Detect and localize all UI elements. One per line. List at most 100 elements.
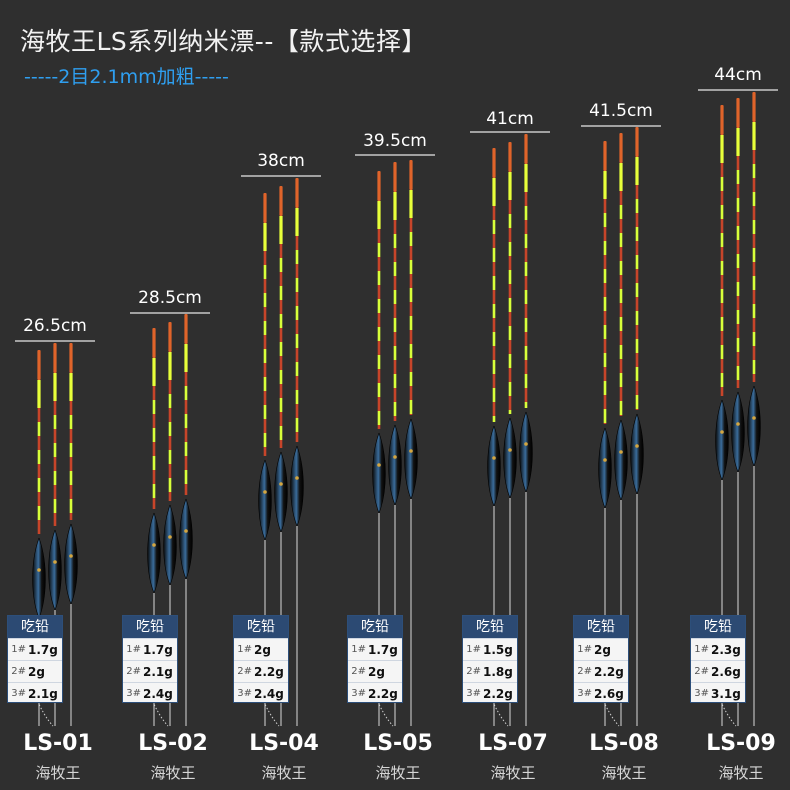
slot-label: 1# [466,644,481,655]
float-antenna-band [508,410,512,414]
float-tip [752,122,756,150]
float-antenna-band [168,450,172,464]
float-antenna-band [152,442,156,456]
float-antenna-band [279,412,283,426]
float-antenna-band [184,470,188,484]
weight-table: 吃铅 1# 1.7g 2# 2.1g 3# 2.4g [122,615,178,703]
float-antenna-band [409,414,413,415]
float-antenna-band [295,292,299,306]
float-body [32,537,46,619]
float-antenna-band [184,372,188,386]
page-subtitle: -----2目2.1mm加粗----- [24,66,229,88]
float-antenna-band [492,234,496,248]
slot-label: 2# [11,666,26,677]
float-antenna-band [279,314,283,328]
float-antenna-band [508,256,512,270]
weight-row: 3# 2.2g [348,682,402,704]
float-antenna-band [635,297,639,311]
float-antenna-band [752,206,756,220]
float-body [503,417,517,499]
float-antenna-band [736,352,740,366]
float-antenna-band [603,255,607,269]
float-logo [635,444,639,448]
float-antenna-band [635,409,639,410]
weight-table: 吃铅 1# 2g 2# 2.2g 3# 2.6g [573,615,629,703]
float-antenna-band [603,395,607,409]
float-antenna-band [168,408,172,422]
float-antenna-band [377,327,381,341]
float-antenna-band [736,310,740,324]
float-antenna-band [69,485,73,499]
slot-label: 1# [351,644,366,655]
float-antenna-band [603,269,607,283]
length-label: 38cm [257,151,305,171]
float-antenna-band [508,298,512,312]
float-antenna-band [635,395,639,409]
float-logo [619,450,623,454]
float-antenna-band [720,303,724,317]
weight-value: 2.6g [594,686,624,701]
brand-name: 海牧王 [601,764,647,782]
float-antenna-band [152,414,156,428]
float-antenna-band [279,398,283,412]
weight-row: 1# 1.7g [8,638,62,660]
float-antenna-band [263,447,267,456]
float-antenna-band [752,220,756,234]
float-logo [184,529,188,533]
float-antenna-band [263,377,267,391]
slot-label: 1# [577,644,592,655]
float-antenna-band [492,318,496,332]
weight-value: 2.4g [254,686,284,701]
float-antenna-band [619,261,623,275]
float-antenna-band [263,251,267,265]
slot-label: 1# [126,644,141,655]
float-antenna-band [152,470,156,484]
float-antenna-band [720,191,724,205]
float-antenna-band [393,276,397,290]
float-antenna-band [37,408,41,422]
float-antenna-band [492,206,496,220]
float-antenna-band [736,198,740,212]
float-logo [168,535,172,539]
float-antenna-band [295,320,299,334]
float-antenna-band [279,356,283,370]
float-antenna-band [508,354,512,368]
float-antenna-band [736,296,740,310]
float-antenna-band [619,303,623,317]
float-antenna-band [377,341,381,355]
float-tip [53,373,57,401]
float-antenna-band [492,346,496,360]
float-antenna-band [635,311,639,325]
float-antenna-band [377,313,381,327]
float-antenna-band [752,248,756,262]
page-title: 海牧王LS系列纳米漂--【款式选择】 [20,27,427,56]
float-body [147,512,161,594]
float-antenna-band [393,304,397,318]
float-antenna-band [603,381,607,395]
float-antenna-band [53,499,57,513]
float-antenna-band [720,317,724,331]
float-antenna-band [752,374,756,382]
float-antenna-band [492,388,496,402]
float-antenna-band [53,513,57,526]
float-antenna-band [279,440,283,448]
float-antenna-band [720,373,724,387]
float-antenna-band [409,316,413,330]
float-logo [377,463,381,467]
slot-label: 3# [466,688,481,699]
float-antenna-band [508,368,512,382]
float-antenna-band [752,178,756,192]
float-tip [752,92,756,122]
float-antenna-band [603,241,607,255]
float-antenna-band [152,484,156,498]
float-logo [603,458,607,462]
float-antenna-band [619,331,623,345]
float-antenna-band [263,335,267,349]
weight-row: 1# 1.5g [463,638,517,660]
float-antenna-band [736,240,740,254]
float-antenna-band [37,464,41,478]
float-tip [263,193,267,223]
float-body [274,451,288,533]
float-antenna-band [279,328,283,342]
float-antenna-band [168,394,172,408]
